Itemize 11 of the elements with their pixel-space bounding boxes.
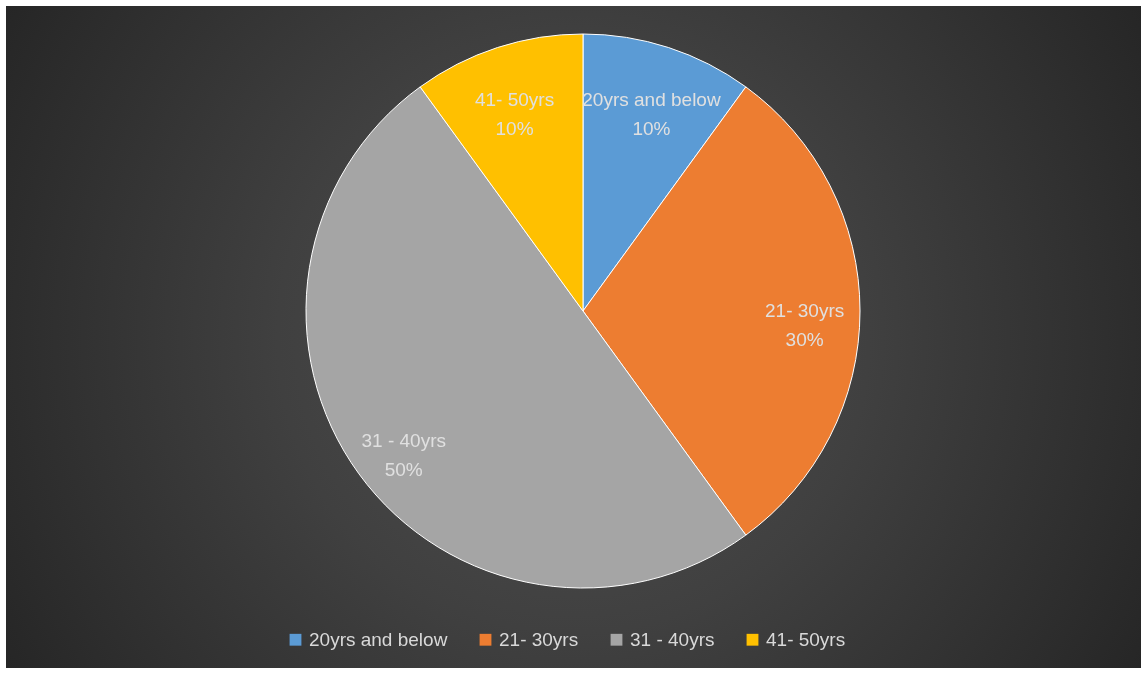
legend-label: 20yrs and below bbox=[309, 628, 448, 650]
slice-label: 31 - 40yrs bbox=[361, 430, 446, 452]
data-label: 50% bbox=[384, 459, 423, 481]
slice-label: 21- 30yrs bbox=[765, 300, 845, 321]
legend-label: 21- 30yrs bbox=[499, 628, 579, 650]
data-label: 30% bbox=[785, 329, 824, 350]
data-label: 10% bbox=[495, 118, 534, 140]
slice-label: 31 - 40yrs bbox=[630, 628, 715, 650]
data-label: 10% bbox=[632, 118, 671, 140]
slice-label: 41- 50yrs bbox=[474, 89, 555, 111]
legend-label: 41- 50yrs bbox=[766, 628, 846, 650]
